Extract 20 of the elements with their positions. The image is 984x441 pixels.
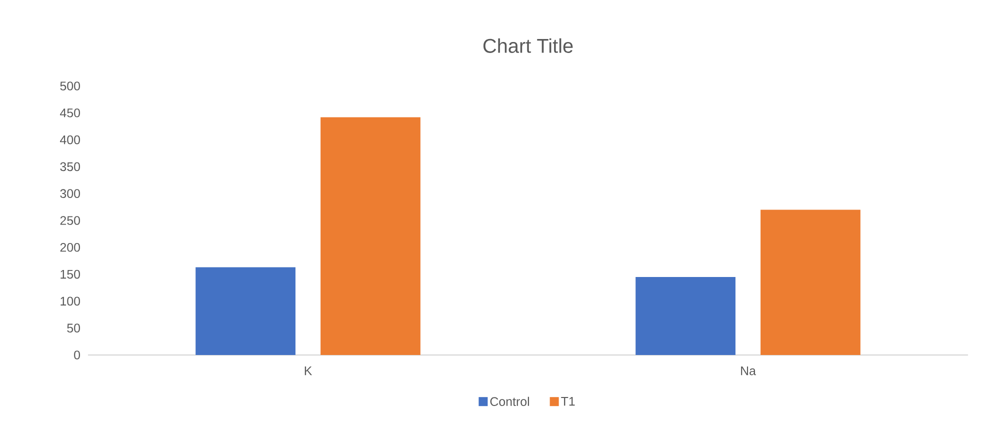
y-tick-label: 50 bbox=[67, 324, 80, 332]
legend-label: T1 bbox=[561, 397, 575, 406]
bar bbox=[636, 276, 736, 355]
y-tick-label: 350 bbox=[60, 162, 80, 172]
y-tick-label: 300 bbox=[60, 189, 80, 198]
y-tick-label: 200 bbox=[60, 242, 80, 252]
bar bbox=[196, 267, 296, 355]
legend-label: Control bbox=[490, 396, 529, 406]
y-tick-label: 100 bbox=[60, 296, 80, 306]
y-tick-label: 450 bbox=[60, 108, 80, 118]
y-tick-label: 250 bbox=[60, 216, 80, 225]
y-tick-label: 150 bbox=[60, 270, 80, 279]
y-tick-label: 400 bbox=[60, 135, 80, 144]
bar bbox=[320, 117, 420, 355]
x-tick-label: Na bbox=[741, 366, 756, 376]
chart-title: Chart Title bbox=[483, 38, 573, 53]
y-tick-label: 0 bbox=[74, 350, 80, 360]
bar bbox=[760, 210, 860, 355]
x-tick-label: K bbox=[304, 366, 312, 376]
y-tick-label: 500 bbox=[60, 82, 80, 90]
